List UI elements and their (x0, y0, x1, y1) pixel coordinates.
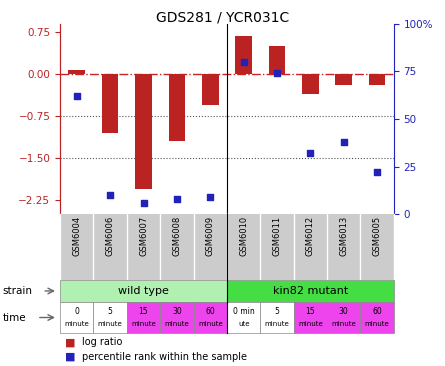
Text: strain: strain (2, 286, 32, 296)
Bar (269, 46, 285, 74)
Text: 30: 30 (172, 307, 182, 316)
Text: wild type: wild type (118, 286, 169, 296)
Point (207, 194, 214, 200)
Point (140, 200, 147, 206)
Point (240, 59, 247, 65)
Text: 0 min: 0 min (233, 307, 255, 316)
Text: GDS281 / YCR031C: GDS281 / YCR031C (156, 11, 289, 25)
Text: minute: minute (165, 321, 189, 327)
Text: minute: minute (131, 321, 156, 327)
Point (307, 150, 314, 156)
Point (73, 93, 81, 99)
Point (374, 169, 381, 175)
Point (174, 196, 181, 202)
Text: kin82 mutant: kin82 mutant (273, 286, 348, 296)
Text: minute: minute (265, 321, 289, 327)
Text: 5: 5 (275, 307, 279, 316)
Bar (202, 74, 218, 105)
Bar (169, 74, 185, 141)
Text: ■: ■ (65, 352, 75, 362)
Text: ■: ■ (65, 337, 75, 347)
Text: time: time (2, 313, 26, 322)
Bar (135, 74, 152, 189)
Bar (102, 74, 118, 133)
Text: log ratio: log ratio (82, 337, 123, 347)
Text: minute: minute (332, 321, 356, 327)
Text: minute: minute (65, 321, 89, 327)
Text: 15: 15 (139, 307, 148, 316)
Point (274, 70, 281, 76)
Bar (69, 70, 85, 74)
Bar (235, 36, 252, 74)
Bar (336, 74, 352, 85)
Point (340, 139, 348, 145)
Text: 15: 15 (306, 307, 315, 316)
Text: 60: 60 (206, 307, 215, 316)
Text: ute: ute (238, 321, 249, 327)
Text: 60: 60 (372, 307, 382, 316)
Text: 30: 30 (339, 307, 348, 316)
Bar (369, 74, 385, 85)
Text: minute: minute (365, 321, 389, 327)
Text: 0: 0 (74, 307, 79, 316)
Text: minute: minute (298, 321, 323, 327)
Text: minute: minute (198, 321, 222, 327)
Bar (302, 74, 319, 94)
Text: percentile rank within the sample: percentile rank within the sample (82, 352, 247, 362)
Text: minute: minute (98, 321, 122, 327)
Point (107, 192, 114, 198)
Text: 5: 5 (108, 307, 113, 316)
